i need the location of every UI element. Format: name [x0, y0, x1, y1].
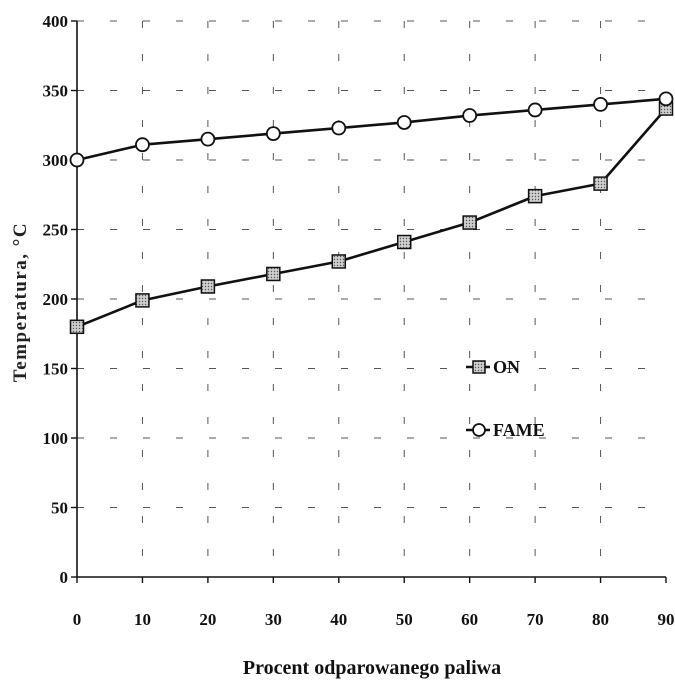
x-tick-labels: 0 10 20 30 40 50 60 70 80 90: [73, 610, 675, 629]
data-point-fame: [69, 152, 85, 168]
data-point-fame: [265, 126, 281, 141]
data-point-on: [462, 215, 477, 230]
legend-on-marker: [472, 360, 486, 374]
x-tick-label: 50: [396, 610, 413, 629]
data-point-on: [396, 234, 412, 250]
data-point-fame: [396, 115, 412, 130]
x-axis-title: Procent odparowanego paliwa: [243, 657, 501, 679]
data-point-fame: [658, 91, 674, 107]
y-tick-label: 100: [43, 429, 69, 448]
y-tick-label: 0: [60, 568, 69, 587]
y-tick-label: 50: [51, 499, 68, 518]
data-point-fame: [331, 120, 347, 136]
data-point-on: [200, 279, 216, 294]
x-tick-label: 20: [199, 610, 216, 629]
x-tick-label: 60: [461, 610, 478, 629]
series-line-fame: [76, 97, 667, 162]
series-line-on: [76, 107, 667, 329]
y-tick-label: 300: [43, 151, 69, 170]
x-tick-label: 0: [73, 610, 82, 629]
y-tick-labels: 0 50 100 150 200 250 300 350 400: [43, 12, 69, 587]
data-point-on: [593, 176, 608, 191]
data-point-on: [527, 188, 543, 204]
data-point-fame: [135, 137, 150, 153]
data-point-fame: [200, 131, 216, 147]
y-tick-label: 350: [43, 82, 69, 101]
x-tick-label: 90: [658, 610, 675, 629]
series-layer: [69, 91, 674, 335]
grid-lines: [77, 20, 666, 577]
x-tick-label: 70: [527, 610, 544, 629]
legend-fame-label: FAME: [493, 420, 545, 440]
x-tick-label: 80: [592, 610, 609, 629]
x-tick-label: 40: [330, 610, 347, 629]
data-point-on: [69, 319, 85, 335]
legend: ON FAME: [466, 357, 545, 440]
y-tick-label: 150: [43, 360, 69, 379]
y-tick-label: 200: [43, 290, 69, 309]
legend-fame-marker: [472, 423, 486, 437]
data-point-fame: [593, 97, 608, 112]
y-axis-title: Temperatura, °C: [10, 222, 31, 382]
data-point-on: [266, 266, 281, 282]
data-point-on: [331, 254, 347, 269]
legend-on-label: ON: [493, 357, 520, 377]
x-tick-label: 10: [134, 610, 151, 629]
y-tick-label: 250: [43, 221, 69, 240]
data-point-on: [135, 293, 150, 308]
y-tick-label: 400: [43, 12, 69, 31]
data-point-fame: [527, 102, 543, 118]
data-point-fame: [462, 108, 478, 123]
x-tick-label: 30: [265, 610, 282, 629]
